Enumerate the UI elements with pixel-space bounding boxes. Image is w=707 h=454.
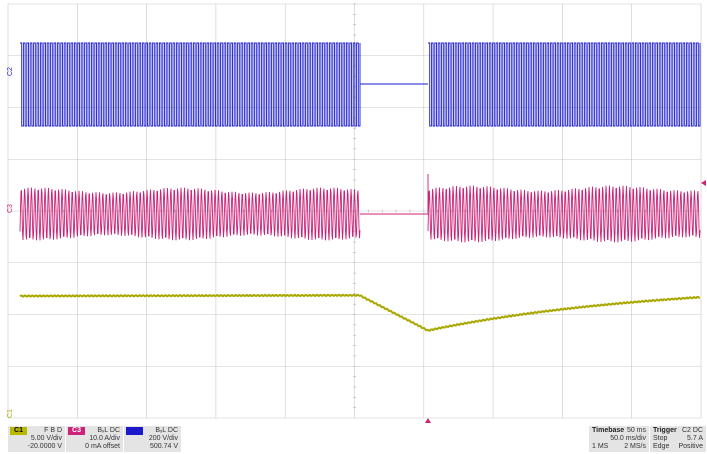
trace-c2-waveform	[20, 42, 701, 127]
trigger-position-marker[interactable]	[425, 418, 431, 423]
channel-c1-tag: C1	[10, 427, 27, 435]
channel-c2-offset: 500.74 V	[149, 443, 178, 450]
channel-c3-coupling: BₓL DC	[97, 427, 120, 434]
trigger-level-marker[interactable]	[701, 180, 706, 186]
status-bar: C1 F B D 5.00 V/div -20.0000 V C3 BₓL DC…	[0, 424, 707, 454]
ground-marker-c2: C2	[7, 67, 14, 76]
ground-marker-c3: C3	[7, 204, 14, 213]
timebase-rate: 2 MS/s	[624, 443, 646, 450]
markers: C2 C3 C1	[7, 67, 706, 423]
timebase-value: 50 ms	[626, 427, 646, 434]
trigger-box[interactable]: Trigger C2 DC Stop 5.7 A Edge Positive	[650, 426, 706, 452]
trigger-label: Trigger	[653, 427, 677, 434]
channel-c1-scale: 5.00 V/div	[30, 435, 62, 442]
channel-c1-box[interactable]: C1 F B D 5.00 V/div -20.0000 V	[8, 426, 65, 452]
trigger-source: C2 DC	[681, 427, 703, 434]
trigger-type: Edge	[653, 443, 670, 450]
channel-c3-tag: C3	[68, 427, 85, 435]
trigger-mode: Stop	[653, 435, 668, 442]
scope-display[interactable]: C2 C3 C1	[0, 0, 707, 424]
timebase-label: Timebase	[592, 427, 625, 434]
trigger-level: 5.7 A	[687, 435, 703, 442]
channel-c3-scale: 10.0 A/div	[89, 435, 120, 442]
channel-c2-scale: 200 V/div	[148, 435, 178, 442]
channel-c3-offset: 0 mA offset	[85, 443, 120, 450]
channel-c1-coupling: F B D	[44, 427, 62, 434]
channel-c3-box[interactable]: C3 BₓL DC 10.0 A/div 0 mA offset	[66, 426, 123, 452]
trigger-slope: Positive	[678, 443, 703, 450]
trace-c1	[19, 293, 701, 332]
channel-c2-tag	[126, 427, 143, 435]
trace-c2	[20, 42, 701, 127]
trace-c3-waveform	[19, 174, 701, 243]
channel-c2-box[interactable]: BₓL DC 200 V/div 500.74 V	[124, 426, 181, 452]
trace-c3	[19, 174, 701, 243]
timebase-record: 1 MS	[592, 443, 609, 450]
ground-marker-c1: C1	[7, 409, 14, 418]
timebase-box[interactable]: Timebase 50 ms 50.0 ms/div 1 MS 2 MS/s	[589, 426, 649, 452]
channel-c1-offset: -20.0000 V	[27, 443, 62, 450]
channel-c2-coupling: BₓL DC	[155, 427, 178, 434]
trace-c1-waveform	[19, 293, 701, 332]
waveform-canvas: C2 C3 C1	[7, 3, 706, 423]
timebase-per-div: 50.0 ms/div	[610, 435, 646, 442]
